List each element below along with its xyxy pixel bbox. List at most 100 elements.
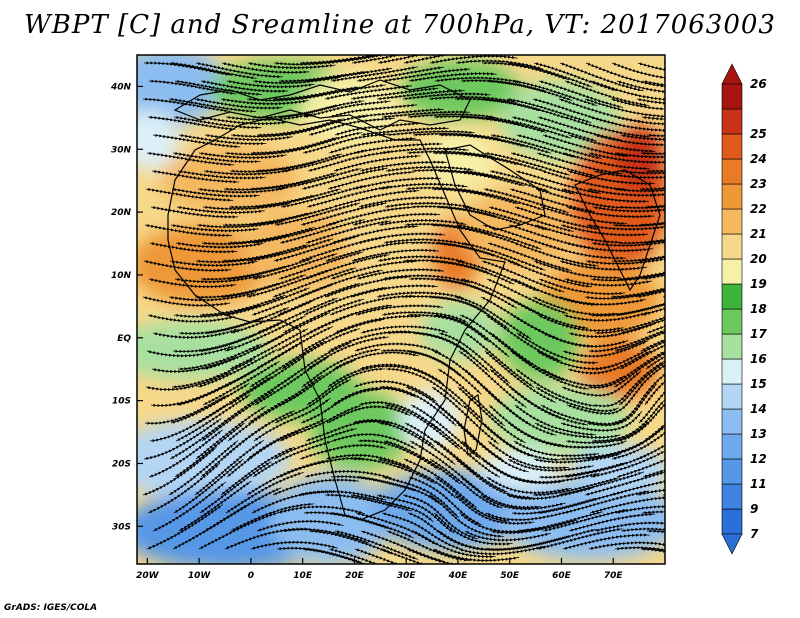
colorbar-label: 16	[750, 352, 767, 366]
streamline	[619, 167, 665, 175]
streamline	[378, 218, 467, 227]
colorbar-swatch	[721, 108, 743, 135]
streamline	[594, 521, 665, 533]
lon-label: 40E	[448, 571, 469, 581]
streamline	[636, 487, 665, 499]
streamline	[615, 504, 665, 515]
streamline	[429, 55, 518, 65]
lon-label: 10E	[293, 571, 313, 581]
streamline	[149, 241, 238, 254]
colorbar-min-arrow	[721, 533, 743, 555]
colorbar-label: 26	[750, 77, 767, 91]
longitude-axis: 20W 10W 0 10E 20E 30E 40E 50E 60E 70E	[136, 558, 623, 581]
streamline	[403, 55, 489, 65]
lon-label: 20E	[345, 571, 365, 581]
streamline	[671, 193, 758, 208]
streamline	[568, 512, 656, 532]
streamline	[540, 206, 628, 226]
colorbar: 7 9 11 12 13 14 15 16 17 18 19 20 21 22 23 24 25 26	[721, 63, 767, 555]
colorbar-max-arrow	[721, 63, 743, 85]
streamline	[176, 205, 265, 215]
colorbar-swatch	[721, 283, 743, 310]
chart-title: WBPT [C] and Sreamline at 700hPa, VT: 20…	[24, 10, 776, 40]
lat-label: 10N	[111, 271, 132, 281]
colorbar-label: 24	[750, 152, 767, 166]
streamline	[177, 169, 266, 180]
streamline	[567, 170, 655, 186]
streamline	[588, 541, 665, 551]
streamline	[669, 263, 755, 279]
streamline	[386, 129, 475, 137]
streamline	[379, 182, 468, 191]
lon-label: 70E	[604, 571, 624, 581]
streamline	[638, 212, 665, 227]
streamline	[616, 80, 665, 95]
streamline	[670, 228, 757, 243]
colorbar-swatch	[721, 483, 743, 510]
plot-frame	[136, 54, 666, 565]
streamline	[646, 529, 665, 554]
latitude-axis: 40N 30N 20N 10N EQ 10S 20S 30S	[110, 82, 143, 532]
streamline	[672, 348, 756, 370]
streamline	[200, 79, 289, 93]
streamlines	[142, 55, 760, 564]
streamline	[380, 147, 469, 155]
colorbar-label: 14	[750, 402, 767, 416]
colorbar-label: 20	[750, 252, 767, 266]
streamline	[178, 133, 267, 146]
colorbar-label: 22	[750, 202, 767, 216]
streamline	[592, 205, 665, 213]
colorbar-swatch	[721, 183, 743, 210]
streamline	[591, 239, 665, 248]
streamline	[637, 62, 665, 74]
streamline	[610, 98, 665, 112]
colorbar-swatch	[721, 133, 743, 160]
colorbar-swatch	[721, 233, 743, 260]
colorbar-swatch	[721, 433, 743, 460]
colorbar-swatch	[721, 458, 743, 485]
streamline	[672, 157, 759, 171]
colorbar-label: 25	[750, 127, 767, 141]
streamline	[614, 151, 665, 159]
streamline	[432, 548, 520, 563]
colorbar-label: 19	[750, 277, 767, 291]
streamline	[642, 260, 665, 281]
streamline	[593, 169, 665, 180]
colorbar-swatch	[721, 83, 743, 110]
streamline	[586, 223, 665, 231]
streamline	[673, 531, 755, 562]
colorbar-label: 21	[750, 227, 767, 241]
colorbar-label: 18	[750, 302, 767, 316]
streamline	[566, 206, 655, 219]
colorbar-label: 23	[750, 177, 767, 191]
streamline	[673, 122, 760, 135]
streamline	[642, 79, 665, 89]
streamline	[673, 315, 759, 333]
colorbar-label: 17	[750, 327, 767, 341]
streamline	[408, 71, 497, 83]
colorbar-label: 15	[750, 377, 767, 391]
streamline	[377, 55, 462, 65]
colorbar-swatch	[721, 508, 743, 535]
lat-label: 20N	[111, 208, 132, 218]
streamline	[645, 160, 665, 173]
colorbar-swatch	[721, 308, 743, 335]
lat-label: 30N	[111, 145, 132, 155]
lat-label: 20S	[112, 459, 131, 469]
streamline	[562, 533, 650, 550]
colorbar-swatch	[721, 383, 743, 410]
streamline	[644, 194, 665, 209]
lon-label: 0	[248, 571, 254, 581]
streamline	[247, 61, 336, 70]
streamline	[402, 92, 491, 101]
streamline	[646, 127, 665, 138]
colorbar-swatch	[721, 333, 743, 360]
streamline	[639, 178, 665, 191]
lon-label: 10W	[188, 571, 212, 581]
streamline	[641, 510, 665, 529]
streamline	[380, 548, 463, 564]
streamline	[224, 527, 310, 550]
streamline	[250, 540, 338, 550]
streamline	[615, 115, 665, 126]
